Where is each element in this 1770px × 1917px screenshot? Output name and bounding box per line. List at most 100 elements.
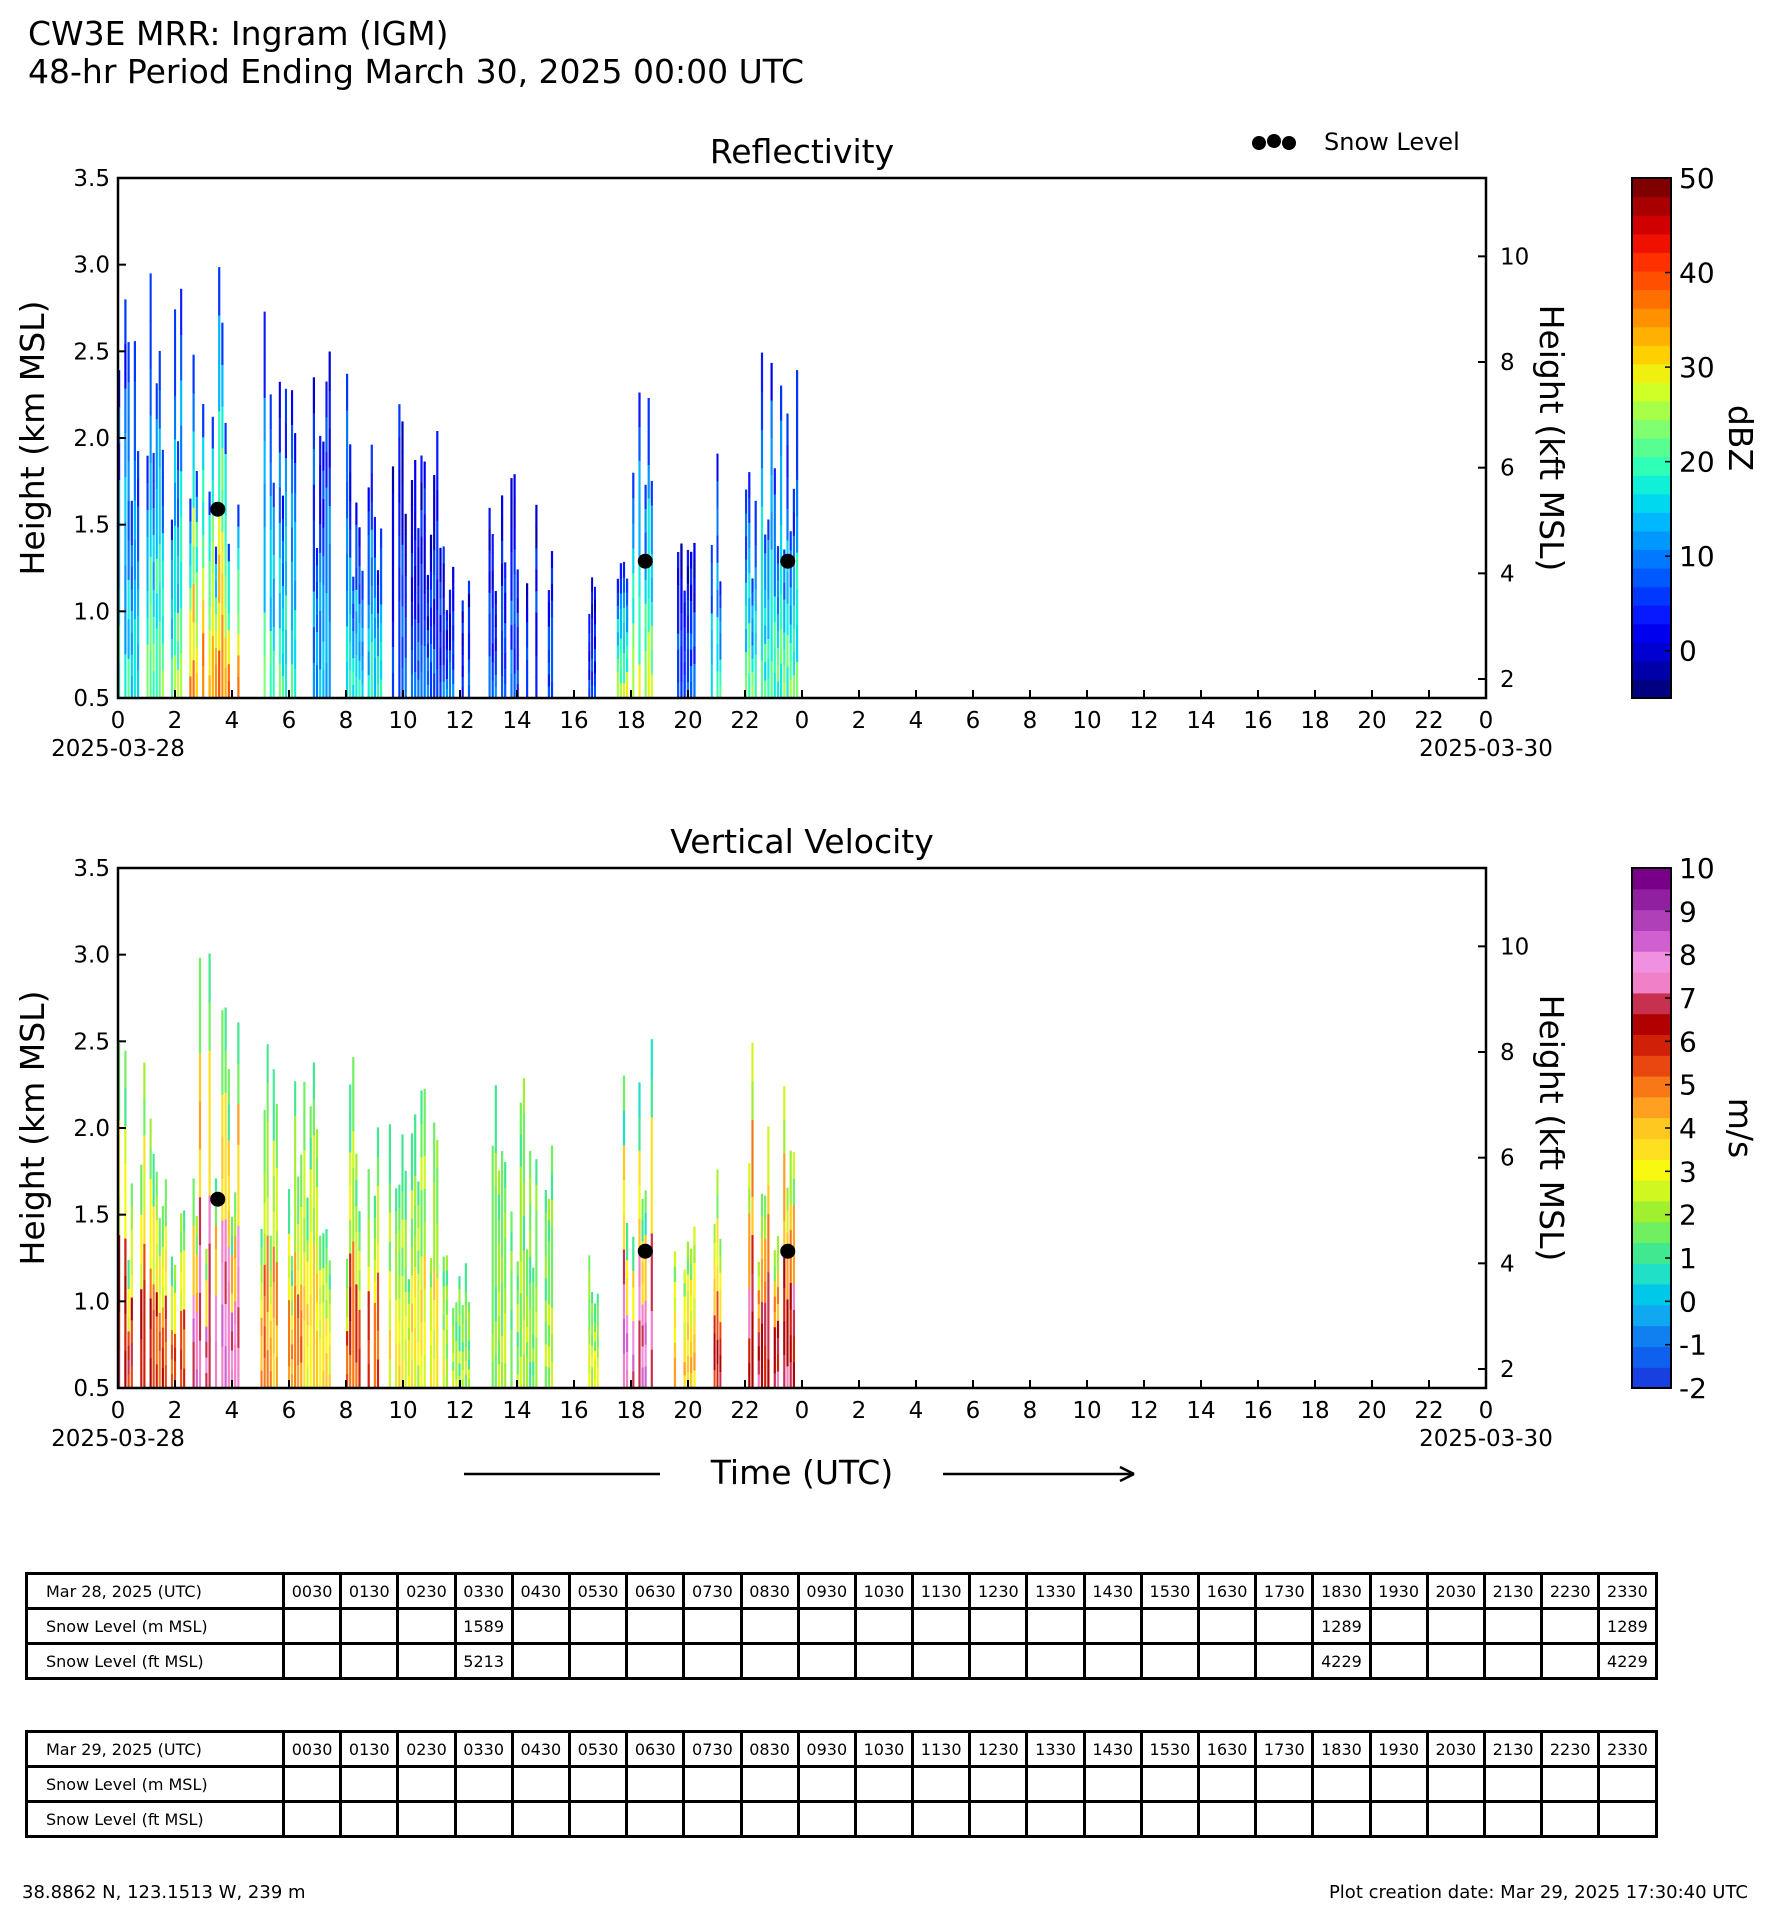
reflectivity-data-cell — [124, 520, 127, 566]
velocity-data-cell — [275, 1324, 278, 1357]
velocity-data-cell — [230, 1350, 234, 1370]
reflectivity-data-cell — [263, 569, 266, 613]
velocity-data-cell — [491, 1172, 494, 1200]
velocity-data-cell — [205, 1372, 208, 1388]
velocity-data-cell — [773, 1357, 776, 1374]
table-cell — [1597, 1800, 1658, 1838]
reflectivity-data-cell — [547, 650, 550, 663]
velocity-data-cell — [227, 1317, 230, 1353]
velocity-data-cell — [464, 1304, 467, 1320]
velocity-data-cell — [547, 1346, 550, 1368]
reflectivity-data-cell — [124, 388, 127, 433]
velocity-data-cell — [596, 1346, 599, 1357]
reflectivity-data-cell — [358, 660, 361, 680]
velocity-data-cell — [367, 1193, 370, 1219]
velocity-data-cell — [291, 1270, 294, 1286]
reflectivity-data-cell — [452, 596, 455, 612]
reflectivity-data-cell — [218, 650, 221, 698]
velocity-data-cell — [458, 1350, 461, 1364]
reflectivity-data-cell — [773, 570, 776, 597]
reflectivity-data-cell — [410, 625, 414, 650]
velocity-data-cell — [544, 1189, 547, 1213]
reflectivity-data-cell — [770, 400, 773, 438]
velocity-data-cell — [494, 1219, 497, 1254]
reflectivity-data-cell — [588, 613, 591, 624]
velocity-data-cell — [452, 1379, 455, 1388]
velocity-data-cell — [764, 1345, 767, 1368]
velocity-data-cell — [224, 1218, 227, 1262]
velocity-data-cell — [792, 1361, 795, 1388]
velocity-data-cell — [626, 1296, 629, 1316]
reflectivity-data-cell — [224, 667, 227, 698]
reflectivity-data-cell — [550, 681, 554, 698]
velocity-data-cell — [535, 1210, 538, 1236]
reflectivity-data-cell — [211, 416, 214, 449]
reflectivity-data-cell — [644, 508, 647, 533]
velocity-data-cell — [641, 1283, 644, 1305]
velocity-data-cell — [192, 1201, 195, 1226]
reflectivity-data-cell — [647, 564, 650, 599]
reflectivity-data-cell — [152, 480, 155, 508]
velocity-data-cell — [303, 1183, 306, 1219]
reflectivity-data-cell — [370, 669, 373, 698]
reflectivity-data-cell — [683, 614, 686, 627]
reflectivity-precip-column — [312, 351, 331, 698]
velocity-data-cell — [198, 957, 202, 1007]
reflectivity-data-cell — [404, 595, 407, 617]
reflectivity-data-cell — [467, 593, 471, 608]
velocity-data-cell — [349, 1219, 352, 1254]
reflectivity-data-cell — [227, 560, 230, 579]
velocity-data-cell — [594, 1331, 596, 1342]
reflectivity-data-cell — [433, 648, 436, 674]
reflectivity-data-cell — [174, 568, 177, 613]
velocity-data-cell — [458, 1301, 461, 1314]
reflectivity-data-cell — [770, 623, 773, 662]
velocity-data-cell — [234, 1235, 237, 1258]
velocity-data-cell — [591, 1377, 594, 1388]
header-period: 48-hr Period Ending March 30, 2025 00:00… — [28, 52, 805, 91]
reflectivity-data-cell — [693, 663, 696, 682]
velocity-data-cell — [303, 1320, 306, 1355]
table-cell — [1425, 1765, 1486, 1803]
reflectivity-data-cell — [591, 604, 594, 619]
velocity-data-cell — [433, 1240, 436, 1271]
reflectivity-data-cell — [214, 597, 218, 615]
reflectivity-data-cell — [158, 350, 161, 390]
reflectivity-data-cell — [291, 629, 294, 665]
reflectivity-data-cell — [510, 575, 513, 601]
velocity-data-cell — [208, 1098, 211, 1148]
reflectivity-data-cell — [417, 660, 420, 680]
reflectivity-data-cell — [773, 646, 776, 673]
velocity-data-cell — [510, 1348, 513, 1369]
reflectivity-data-cell — [773, 468, 776, 495]
velocity-data-cell — [532, 1321, 535, 1335]
reflectivity-data-cell — [494, 602, 497, 616]
velocity-data-cell — [544, 1278, 547, 1301]
velocity-data-cell — [322, 1250, 325, 1269]
velocity-data-cell — [716, 1217, 719, 1243]
velocity-data-cell — [713, 1242, 716, 1261]
velocity-data-cell — [591, 1356, 594, 1368]
velocity-data-cell — [764, 1302, 767, 1325]
reflectivity-data-cell — [281, 608, 284, 631]
reflectivity-data-cell — [616, 618, 619, 633]
velocity-data-cell — [467, 1321, 471, 1332]
velocity-data-cell — [526, 1264, 529, 1281]
velocity-data-cell — [773, 1250, 776, 1266]
velocity-data-cell — [433, 1122, 436, 1153]
reflectivity-data-cell — [174, 611, 177, 656]
velocity-data-cell — [306, 1239, 309, 1262]
reflectivity-data-cell — [161, 532, 164, 561]
velocity-data-cell — [547, 1303, 550, 1326]
velocity-data-cell — [288, 1321, 291, 1345]
table-date-label: Mar 28, 2025 (UTC) — [25, 1572, 285, 1610]
reflectivity-data-cell — [796, 552, 799, 590]
velocity-data-cell — [716, 1193, 719, 1219]
table-cell — [625, 1607, 686, 1645]
table-cell — [1196, 1642, 1258, 1680]
velocity-data-cell — [322, 1319, 325, 1337]
velocity-data-cell — [349, 1286, 352, 1321]
reflectivity-data-cell — [355, 589, 358, 612]
reflectivity-data-cell — [632, 673, 635, 698]
velocity-data-cell — [143, 1062, 146, 1100]
